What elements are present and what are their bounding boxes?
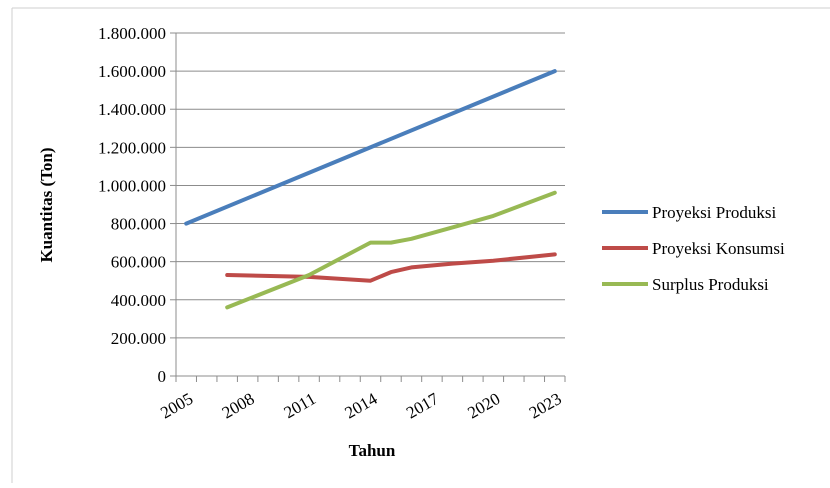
y-tick-label: 1.800.000 bbox=[98, 24, 166, 43]
y-tick-label: 400.000 bbox=[111, 291, 166, 310]
y-tick-label: 1.600.000 bbox=[98, 62, 166, 81]
y-tick-label: 1.400.000 bbox=[98, 100, 166, 119]
y-axis-title: Kuantitas (Ton) bbox=[37, 147, 56, 262]
y-tick-label: 200.000 bbox=[111, 329, 166, 348]
legend-label: Proyeksi Produksi bbox=[652, 203, 776, 222]
y-tick-label: 1.200.000 bbox=[98, 138, 166, 157]
series-line-surplus-produksi bbox=[225, 190, 557, 310]
y-tick-label: 1.000.000 bbox=[98, 176, 166, 195]
x-tick-label: 2005 bbox=[157, 389, 196, 422]
x-tick-label: 2008 bbox=[219, 389, 258, 422]
x-tick-label: 2011 bbox=[281, 389, 319, 422]
legend: Proyeksi Produksi Proyeksi Konsumsi Surplu… bbox=[602, 203, 785, 294]
x-axis-title: Tahun bbox=[349, 441, 396, 460]
series-line-proyeksi-konsumsi bbox=[225, 252, 557, 283]
series-lines bbox=[184, 69, 557, 310]
y-tick-label: 0 bbox=[158, 367, 167, 386]
legend-label: Proyeksi Konsumsi bbox=[652, 239, 785, 258]
y-tick-label: 600.000 bbox=[111, 253, 166, 272]
series-line-proyeksi-produksi bbox=[184, 69, 557, 226]
legend-label: Surplus Produksi bbox=[652, 275, 769, 294]
y-tick-label: 800.000 bbox=[111, 215, 166, 234]
x-tick-label: 2014 bbox=[342, 389, 381, 423]
x-tick-label: 2020 bbox=[464, 389, 503, 422]
gridlines bbox=[176, 32, 565, 339]
x-tick-label: 2017 bbox=[403, 389, 442, 423]
x-tick-label: 2023 bbox=[526, 389, 565, 422]
